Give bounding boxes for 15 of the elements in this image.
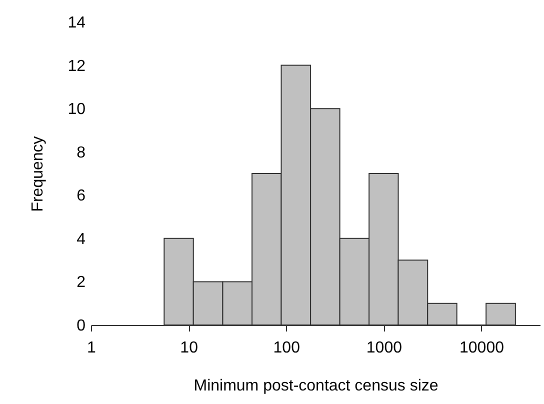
y-tick-label: 14 [68,14,86,32]
x-tick-label: 1000 [366,340,402,356]
x-tick-label: 1 [87,340,96,356]
y-tick-label: 12 [68,58,86,75]
y-tick-label: 10 [68,101,86,118]
x-tick-label: 10000 [460,340,504,356]
y-tick-label: 6 [76,188,86,205]
y-tick-label: 0 [76,318,86,334]
y-axis-title: Frequency [30,136,47,212]
y-tick-label: 4 [76,230,86,248]
y-tick-label: 2 [76,274,86,292]
y-tick-label: 8 [76,144,86,162]
x-tick-label: 10 [180,340,198,356]
x-axis-title: Minimum post-contact census size [194,378,438,394]
x-tick-label: 100 [273,340,300,356]
